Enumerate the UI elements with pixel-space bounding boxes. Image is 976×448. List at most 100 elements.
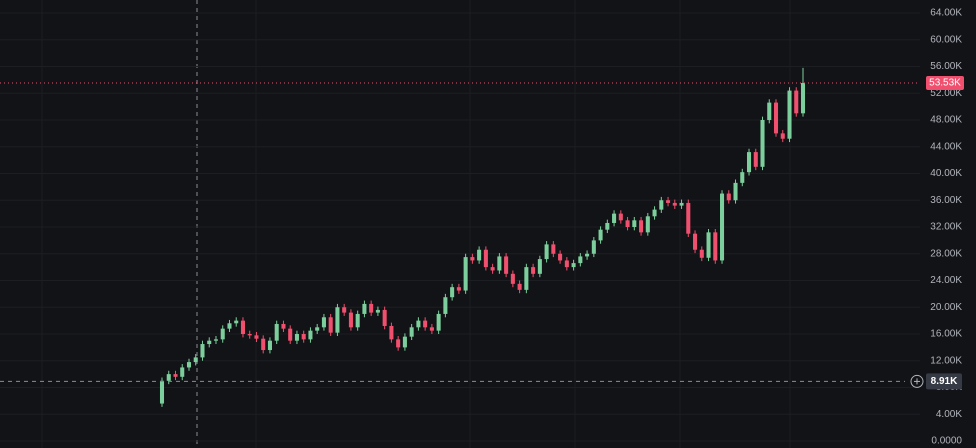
candle-body	[315, 327, 320, 331]
candle-body	[220, 328, 225, 340]
candle-body	[166, 374, 171, 381]
candle-body	[618, 213, 623, 221]
candle-body	[369, 303, 374, 313]
last-price-label: 53.53K	[929, 78, 961, 89]
y-tick-label: 24.00K	[930, 275, 962, 286]
candle-body	[612, 213, 617, 223]
candle-body	[308, 330, 313, 340]
candle-body	[456, 287, 461, 291]
last-price-box	[926, 76, 964, 91]
y-tick-label: 64.00K	[930, 8, 962, 19]
candle-body	[335, 307, 340, 333]
candle-body	[625, 220, 630, 227]
candle-body	[477, 249, 482, 261]
candle-body	[200, 344, 205, 358]
y-tick-label: 28.00K	[930, 248, 962, 259]
candle-body	[706, 232, 711, 258]
candle-body	[598, 229, 603, 241]
candle-body	[321, 317, 326, 328]
candle-body	[261, 338, 266, 351]
candle-body	[551, 244, 556, 254]
candle-body	[470, 257, 475, 261]
candle-body	[605, 222, 610, 230]
y-tick-label: 36.00K	[930, 195, 962, 206]
candle-body	[429, 327, 434, 331]
candle-body	[274, 323, 279, 341]
candle-body	[639, 220, 644, 233]
candle-body	[787, 90, 792, 139]
candle-body	[713, 232, 718, 261]
crosshair-add-icon	[910, 374, 924, 388]
candle-body	[767, 102, 772, 120]
candle-body	[672, 202, 677, 206]
candle-body	[564, 260, 569, 268]
candle-body	[571, 263, 576, 268]
candle-body	[463, 257, 468, 291]
candle-body	[362, 303, 367, 314]
candle-body	[497, 256, 502, 271]
candle-body	[288, 328, 293, 341]
candle-body	[267, 340, 272, 351]
candle-body	[450, 287, 455, 298]
y-tick-label: 52.00K	[930, 88, 962, 99]
candle-body	[524, 267, 529, 290]
candle-body	[247, 334, 252, 336]
candle-body	[240, 320, 245, 334]
candle-body	[423, 320, 428, 328]
candle-body	[409, 327, 414, 337]
candle-body	[746, 152, 752, 173]
candle-body	[213, 339, 219, 341]
y-tick-label: 60.00K	[930, 34, 962, 45]
candle-body	[720, 193, 725, 261]
candle-body	[585, 253, 590, 257]
candle-body	[699, 249, 704, 258]
candle-body	[234, 320, 239, 324]
y-tick-label: 40.00K	[930, 168, 962, 179]
candle-body	[254, 335, 259, 339]
candle-body	[328, 317, 333, 333]
crosshair-price-box	[926, 373, 962, 390]
candle-body	[281, 323, 286, 329]
candle-body	[686, 202, 691, 234]
candle-body	[510, 273, 515, 284]
y-tick-label: 32.00K	[930, 222, 962, 233]
candle-body	[402, 336, 407, 348]
candle-body	[301, 334, 306, 340]
candle-body	[632, 220, 637, 227]
candle-body	[679, 202, 684, 206]
candle-body	[483, 249, 488, 268]
candle-body	[780, 133, 785, 139]
y-tick-label: 48.00K	[930, 115, 962, 126]
candle-body	[753, 152, 758, 167]
candle-body	[227, 323, 232, 329]
candle-body	[375, 309, 380, 313]
candle-body	[645, 216, 650, 233]
crosshair-price-label: 8.91K	[931, 376, 958, 387]
candle-body	[726, 193, 731, 201]
y-tick-label: 20.00K	[930, 302, 962, 313]
candle-body	[558, 253, 563, 261]
candle-body	[578, 256, 583, 264]
candle-body	[436, 313, 441, 331]
candle-body	[159, 380, 165, 404]
candle-body	[740, 172, 745, 183]
candle-body	[382, 309, 387, 326]
candle-body	[544, 244, 549, 260]
y-tick-label: 56.00K	[930, 61, 962, 72]
candle-body	[193, 357, 198, 363]
candle-body	[396, 339, 401, 348]
candle-body	[800, 83, 806, 114]
candle-body	[659, 200, 664, 210]
candle-body	[294, 334, 299, 341]
candle-body	[537, 259, 542, 274]
y-tick-label: 16.00K	[930, 329, 962, 340]
candle-body	[173, 374, 178, 377]
candle-body	[443, 297, 448, 314]
candle-body	[355, 313, 360, 328]
candle-body	[186, 362, 192, 368]
candle-body	[773, 102, 779, 134]
candle-body	[207, 340, 212, 345]
candle-body	[591, 240, 596, 254]
